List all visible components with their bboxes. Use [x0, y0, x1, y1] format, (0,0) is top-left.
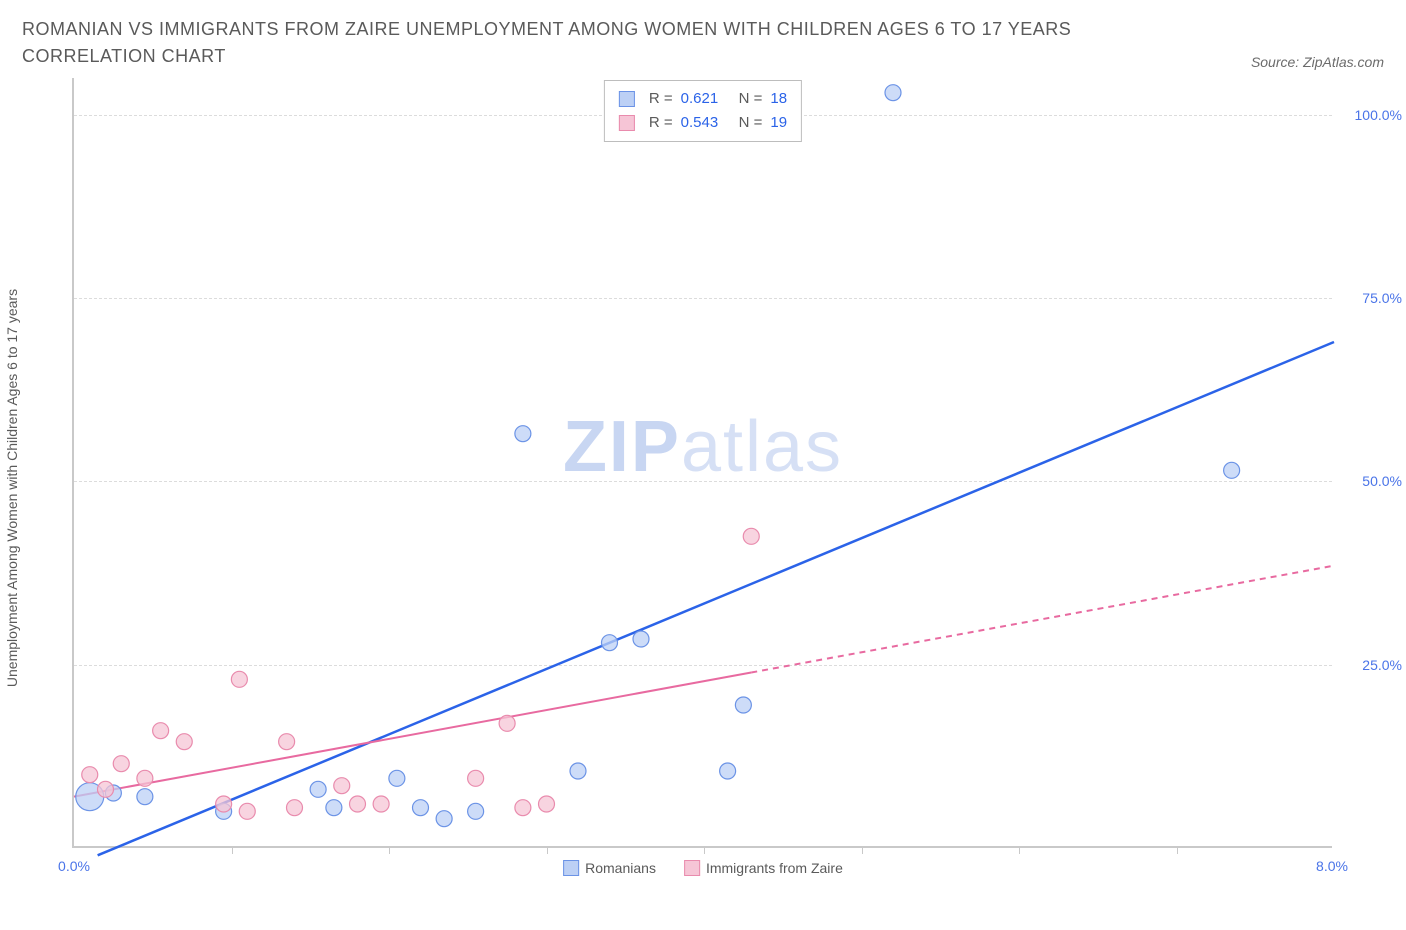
data-point-zaire — [216, 796, 232, 812]
legend-swatch-romanians — [563, 860, 579, 876]
data-point-zaire — [82, 767, 98, 783]
x-axis-end-label: 8.0% — [1316, 858, 1348, 874]
data-point-romanians — [413, 800, 429, 816]
trend-line-romanians — [98, 342, 1334, 855]
stats-row-zaire: R = 0.543 N = 19 — [619, 111, 787, 135]
data-point-zaire — [153, 723, 169, 739]
legend-label: Immigrants from Zaire — [706, 860, 843, 876]
data-point-zaire — [239, 803, 255, 819]
data-point-zaire — [743, 528, 759, 544]
data-point-zaire — [231, 671, 247, 687]
legend-item-zaire: Immigrants from Zaire — [684, 860, 843, 876]
data-point-zaire — [113, 756, 129, 772]
data-point-zaire — [98, 781, 114, 797]
data-point-zaire — [176, 734, 192, 750]
data-point-zaire — [279, 734, 295, 750]
y-tick-label: 50.0% — [1342, 473, 1402, 489]
stats-r-value: 0.621 — [681, 87, 731, 111]
x-tick — [389, 846, 390, 854]
legend-item-romanians: Romanians — [563, 860, 656, 876]
data-point-romanians — [326, 800, 342, 816]
plot-area: ZIPatlas 25.0%50.0%75.0%100.0% R =0.621N… — [72, 78, 1332, 848]
stats-r-value: 0.543 — [681, 111, 731, 135]
x-tick — [547, 846, 548, 854]
stats-n-label: N = — [739, 111, 763, 135]
stats-n-value: 18 — [770, 87, 787, 111]
chart-header: ROMANIAN VS IMMIGRANTS FROM ZAIRE UNEMPL… — [0, 0, 1406, 76]
x-tick — [704, 846, 705, 854]
legend-swatch-romanians — [619, 91, 635, 107]
data-point-zaire — [287, 800, 303, 816]
data-point-zaire — [499, 715, 515, 731]
y-axis-label: Unemployment Among Women with Children A… — [4, 289, 20, 687]
data-point-romanians — [310, 781, 326, 797]
data-point-romanians — [720, 763, 736, 779]
data-point-romanians — [885, 85, 901, 101]
scatter-svg — [74, 78, 1332, 846]
data-point-romanians — [436, 811, 452, 827]
trend-line-zaire — [74, 673, 751, 797]
legend-swatch-zaire — [684, 860, 700, 876]
data-point-romanians — [735, 697, 751, 713]
legend-label: Romanians — [585, 860, 656, 876]
data-point-zaire — [468, 770, 484, 786]
stats-n-label: N = — [739, 87, 763, 111]
bottom-legend: Romanians Immigrants from Zaire — [563, 860, 843, 876]
stats-r-label: R = — [649, 111, 673, 135]
x-tick — [1019, 846, 1020, 854]
data-point-romanians — [389, 770, 405, 786]
data-point-romanians — [570, 763, 586, 779]
y-tick-label: 25.0% — [1342, 657, 1402, 673]
data-point-zaire — [350, 796, 366, 812]
chart-title: ROMANIAN VS IMMIGRANTS FROM ZAIRE UNEMPL… — [22, 16, 1142, 70]
data-point-romanians — [602, 635, 618, 651]
x-tick — [232, 846, 233, 854]
y-tick-label: 100.0% — [1342, 107, 1402, 123]
data-point-zaire — [515, 800, 531, 816]
data-point-zaire — [137, 770, 153, 786]
data-point-romanians — [137, 789, 153, 805]
trend-line-dashed-zaire — [751, 566, 1334, 673]
chart-source: Source: ZipAtlas.com — [1251, 54, 1384, 70]
data-point-zaire — [539, 796, 555, 812]
data-point-romanians — [1224, 462, 1240, 478]
data-point-romanians — [633, 631, 649, 647]
stats-r-label: R = — [649, 87, 673, 111]
data-point-zaire — [334, 778, 350, 794]
data-point-zaire — [373, 796, 389, 812]
stats-legend-box: R = 0.621 N = 18 R = 0.543 N = 19 — [604, 80, 802, 142]
chart-container: Unemployment Among Women with Children A… — [22, 78, 1384, 898]
data-point-romanians — [515, 426, 531, 442]
y-tick-label: 75.0% — [1342, 290, 1402, 306]
stats-n-value: 19 — [770, 111, 787, 135]
x-tick — [862, 846, 863, 854]
legend-swatch-zaire — [619, 115, 635, 131]
stats-row-romanians: R = 0.621 N = 18 — [619, 87, 787, 111]
data-point-romanians — [468, 803, 484, 819]
x-tick — [1177, 846, 1178, 854]
x-axis-start-label: 0.0% — [58, 858, 90, 874]
